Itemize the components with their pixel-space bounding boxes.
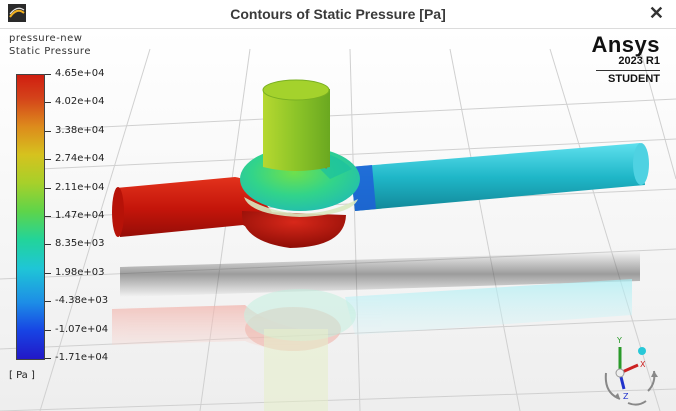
x-axis-label: X bbox=[640, 360, 646, 369]
axis-triad-icon[interactable]: Y X Z bbox=[598, 333, 668, 407]
render-scene bbox=[0, 29, 676, 411]
legend-title-line2: Static Pressure bbox=[9, 46, 91, 57]
tick-label: -4.38e+03 bbox=[55, 295, 109, 306]
tick-label: 4.65e+04 bbox=[55, 68, 105, 79]
tick-label: -1.07e+04 bbox=[55, 324, 109, 335]
logo-version: 2023 R1 bbox=[618, 55, 660, 67]
tick-label: 3.38e+04 bbox=[55, 125, 105, 136]
tick-label: 1.98e+03 bbox=[55, 267, 105, 278]
logo-divider bbox=[596, 70, 660, 71]
logo-edition: STUDENT bbox=[608, 73, 660, 85]
app-icon bbox=[8, 4, 26, 22]
y-axis-label: Y bbox=[616, 336, 622, 345]
ansys-logo: Ansys 2023 R1 STUDENT bbox=[591, 32, 660, 85]
logo-name: Ansys bbox=[591, 32, 660, 57]
tick-label: 2.74e+04 bbox=[55, 153, 105, 164]
z-axis-label: Z bbox=[623, 392, 629, 401]
tick-label: 8.35e+03 bbox=[55, 238, 105, 249]
tick-label: 2.11e+04 bbox=[55, 182, 105, 193]
window-title: Contours of Static Pressure [Pa] bbox=[230, 6, 446, 22]
close-icon[interactable]: ✕ bbox=[648, 3, 664, 23]
color-bar bbox=[16, 74, 45, 360]
tick-label: 1.47e+04 bbox=[55, 210, 105, 221]
tick-label: 4.02e+04 bbox=[55, 96, 105, 107]
title-bar: Contours of Static Pressure [Pa] ✕ bbox=[0, 0, 676, 29]
legend-title-line1: pressure-new bbox=[9, 33, 83, 44]
tick-label: -1.71e+04 bbox=[55, 352, 109, 363]
legend-unit: [ Pa ] bbox=[9, 370, 35, 381]
graphics-viewport[interactable]: pressure-new Static Pressure 4.65e+04 4.… bbox=[0, 29, 676, 411]
